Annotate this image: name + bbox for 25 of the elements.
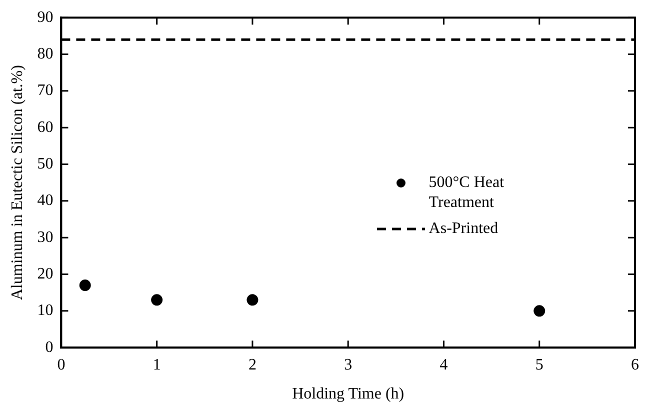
- x-axis-title: Holding Time (h): [292, 386, 404, 403]
- x-tick-label: 4: [440, 356, 448, 374]
- x-tick-label: 2: [248, 356, 256, 374]
- x-tick-label: 6: [631, 356, 639, 374]
- legend-label: 500°C Heat Treatment: [428, 172, 506, 213]
- point: [246, 294, 258, 306]
- x-tick-label: 5: [535, 356, 544, 374]
- y-tick-label: 40: [37, 192, 54, 210]
- y-tick-label: 80: [37, 45, 54, 62]
- legend-label: As-Printed: [428, 218, 500, 239]
- y-tick-label: 50: [37, 155, 54, 172]
- point: [534, 305, 546, 317]
- y-tick-label: 20: [37, 265, 54, 282]
- y-tick-label: 90: [37, 8, 54, 26]
- point: [79, 280, 91, 292]
- y-tick-label: 70: [37, 82, 54, 100]
- x-tick-label: 1: [152, 356, 161, 374]
- y-tick-label: 0: [45, 338, 54, 356]
- point: [151, 294, 163, 306]
- x-tick-label: 3: [344, 356, 352, 374]
- y-tick-label: 10: [37, 302, 54, 320]
- y-tick-label: 60: [37, 118, 54, 136]
- y-tick-label: 30: [37, 228, 54, 246]
- x-tick-label: 0: [57, 356, 66, 374]
- y-axis-title: Aluminum in Eutectic Silicon (at.%): [8, 65, 26, 300]
